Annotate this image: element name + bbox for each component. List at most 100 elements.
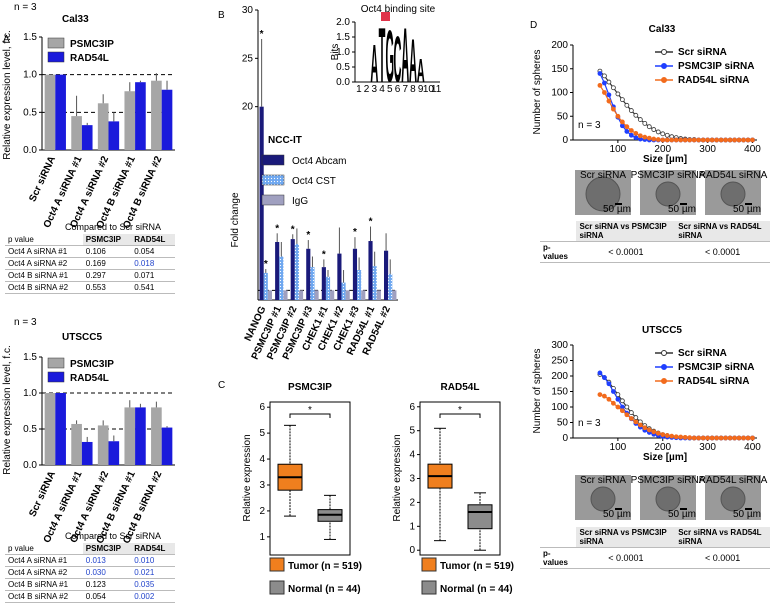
legend-swatch	[261, 174, 285, 186]
bar	[108, 441, 120, 465]
x-tick-label: 300	[699, 442, 716, 453]
x-tick-label: 11	[431, 84, 442, 95]
bar	[361, 290, 366, 300]
bar	[71, 423, 82, 465]
legend-swatch	[47, 37, 65, 49]
table-cell: p-values	[540, 547, 577, 569]
panel-label: C	[218, 380, 225, 391]
point	[619, 408, 625, 414]
legend-label: Tumor (n = 519)	[440, 561, 514, 572]
point	[655, 129, 661, 135]
table-cell: < 0.0001	[675, 241, 770, 263]
point	[723, 137, 728, 143]
table-cell: 0.030	[82, 566, 132, 579]
bar	[314, 290, 319, 300]
point	[660, 432, 666, 437]
y-axis-label: Relative expression level, f.c.	[2, 345, 13, 475]
x-axis-label: Size [µm]	[643, 452, 687, 463]
point	[606, 396, 612, 402]
legend-marker	[661, 378, 667, 384]
y-tick-label: 1	[259, 532, 265, 543]
bar	[279, 256, 284, 300]
x-tick-label: 6	[395, 84, 401, 95]
y-tick-label: 25	[242, 53, 254, 64]
bar	[341, 282, 346, 300]
y-tick-label: 6	[259, 402, 265, 413]
y-tick-label: 50	[557, 111, 569, 122]
bar	[151, 407, 162, 465]
bar	[161, 89, 173, 150]
bar	[55, 74, 66, 150]
y-tick-label: 1.0	[336, 47, 350, 58]
table-cell	[540, 527, 577, 548]
point	[610, 400, 616, 406]
table-cell: 0.297	[82, 269, 132, 282]
point	[597, 82, 603, 88]
table-cell: Scr siRNA vs PSMC3IP siRNA	[576, 527, 676, 548]
point	[736, 435, 742, 441]
legend-label: RAD54L siRNA	[678, 75, 750, 86]
sphere	[655, 181, 681, 207]
point	[691, 435, 697, 441]
table-cell: p value	[5, 543, 83, 555]
panel-label: A	[3, 34, 10, 45]
table-cell: < 0.0001	[675, 547, 770, 569]
y-tick-label: 0.0	[23, 460, 37, 471]
x-tick-label: 2	[364, 84, 370, 95]
point	[646, 427, 652, 433]
legend-marker	[661, 77, 667, 83]
y-tick-label: 0.0	[336, 77, 350, 88]
point	[610, 85, 616, 91]
bar	[161, 427, 173, 465]
x-tick-label: 300	[699, 144, 716, 155]
legend-label: Scr siRNA	[678, 348, 727, 359]
point	[718, 435, 724, 441]
panel-label: D	[530, 20, 537, 31]
y-tick-label: 2	[409, 497, 415, 508]
bar	[71, 116, 82, 150]
legend-label: RAD54L	[70, 373, 109, 384]
bar	[290, 239, 295, 300]
table: p value PSMC3IP RAD54L Oct4 A siRNA #1 0.013…	[5, 543, 175, 603]
point	[597, 392, 603, 398]
y-tick-label: 0.5	[23, 107, 37, 118]
point	[646, 124, 652, 130]
point	[642, 120, 648, 126]
y-axis-label: Number of spheres	[532, 49, 543, 134]
table-cell: Scr siRNA vs RAD54L siRNA	[675, 221, 770, 242]
point	[597, 71, 603, 76]
bar	[368, 241, 373, 300]
significance-star: *	[458, 405, 462, 416]
table-cell: 0.002	[131, 590, 175, 603]
chart-title: UTSCC5	[642, 325, 682, 336]
legend-swatch	[47, 51, 65, 63]
y-axis-label: Fold change	[230, 192, 241, 247]
y-tick-label: 5	[409, 426, 415, 437]
point	[714, 137, 720, 143]
point	[718, 137, 724, 143]
y-tick-label: 0	[562, 433, 568, 444]
point	[660, 131, 666, 137]
point	[669, 433, 675, 439]
y-tick-label: 6	[409, 402, 415, 413]
y-tick-label: 3	[259, 480, 265, 491]
point	[678, 137, 684, 143]
x-tick-label: 5	[387, 84, 393, 95]
x-tick-label: Scr siRNA	[27, 155, 58, 204]
point	[619, 123, 625, 129]
point	[619, 398, 625, 404]
table-cell: Oct4 A siRNA #1	[5, 245, 83, 258]
legend-label: Normal (n = 44)	[288, 584, 361, 595]
scale-bar	[680, 203, 687, 205]
point	[628, 108, 634, 113]
y-tick-label: 250	[551, 356, 568, 367]
point	[606, 92, 612, 98]
bar	[283, 290, 288, 300]
y-tick-label: 100	[551, 402, 568, 413]
table-cell: 0.013	[82, 554, 132, 567]
legend-swatch	[269, 557, 285, 572]
table-cell: 0.035	[131, 578, 175, 591]
series-line	[599, 85, 753, 141]
panel-label: B	[218, 10, 225, 21]
logo-letter: A	[401, 12, 409, 99]
